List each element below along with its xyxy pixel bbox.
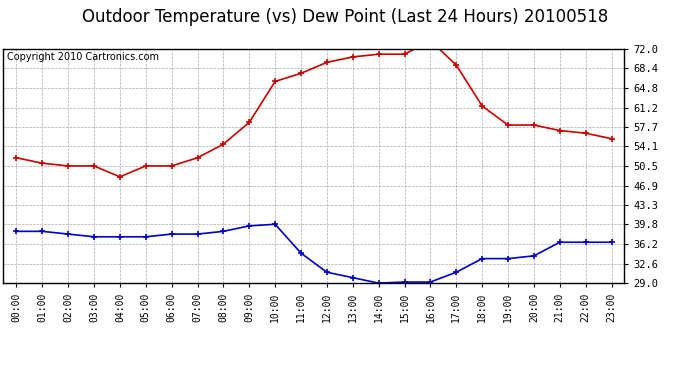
Text: Copyright 2010 Cartronics.com: Copyright 2010 Cartronics.com	[7, 52, 159, 62]
Text: Outdoor Temperature (vs) Dew Point (Last 24 Hours) 20100518: Outdoor Temperature (vs) Dew Point (Last…	[82, 8, 608, 26]
